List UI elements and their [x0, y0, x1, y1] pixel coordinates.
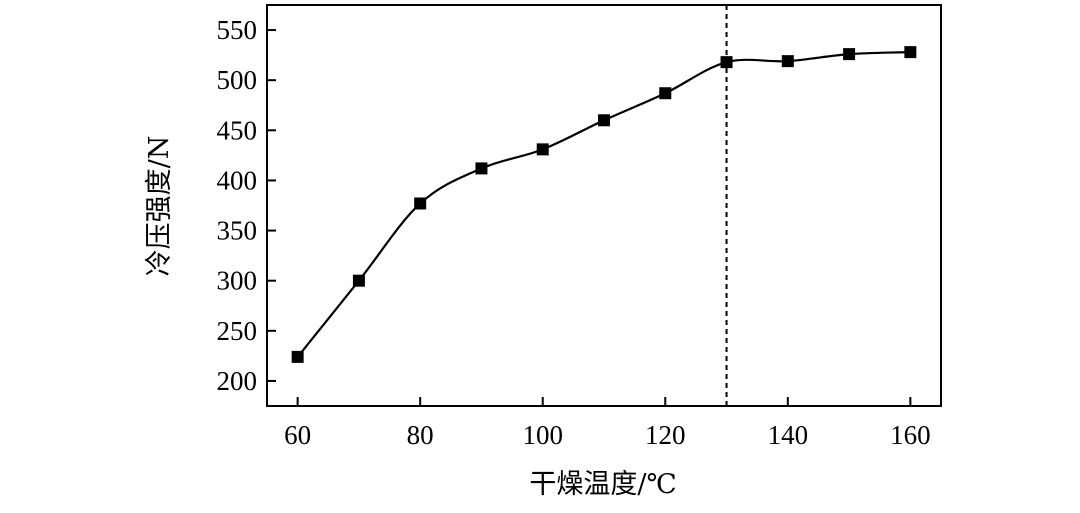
data-point [720, 56, 733, 69]
y-tick-label: 350 [217, 216, 258, 246]
data-point [291, 350, 304, 363]
x-axis-label: 干燥温度/℃ [529, 469, 676, 500]
series-curves [296, 51, 911, 358]
data-point [659, 87, 672, 100]
series-line [296, 51, 911, 358]
y-tick-label: 550 [217, 15, 258, 45]
data-point [352, 274, 365, 287]
axes [266, 4, 942, 407]
y-tick-label: 300 [217, 266, 258, 296]
y-tick-label: 200 [217, 366, 258, 396]
data-point [781, 55, 794, 68]
plot-frame [266, 4, 942, 407]
x-tick-label: 140 [768, 420, 809, 450]
x-tick-label: 60 [284, 420, 311, 450]
data-point [414, 197, 427, 210]
y-tick-label: 250 [217, 316, 258, 346]
series-markers [291, 46, 917, 363]
data-point [536, 143, 549, 156]
y-tick-label: 450 [217, 115, 258, 145]
data-point [475, 162, 488, 175]
x-tick-label: 160 [890, 420, 931, 450]
data-point [904, 46, 917, 59]
x-tick-label: 120 [645, 420, 686, 450]
y-axis-label: 冷压强度/N [144, 136, 175, 277]
tick-labels: 60 80 100 120 140 160 200 250 300 350 400 450 500 550 [217, 15, 931, 450]
y-tick-label: 400 [217, 165, 258, 195]
y-tick-label: 500 [217, 65, 258, 95]
data-point [598, 114, 610, 127]
x-tick-label: 100 [522, 420, 563, 450]
data-point [843, 48, 856, 61]
x-tick-label: 80 [407, 420, 434, 450]
